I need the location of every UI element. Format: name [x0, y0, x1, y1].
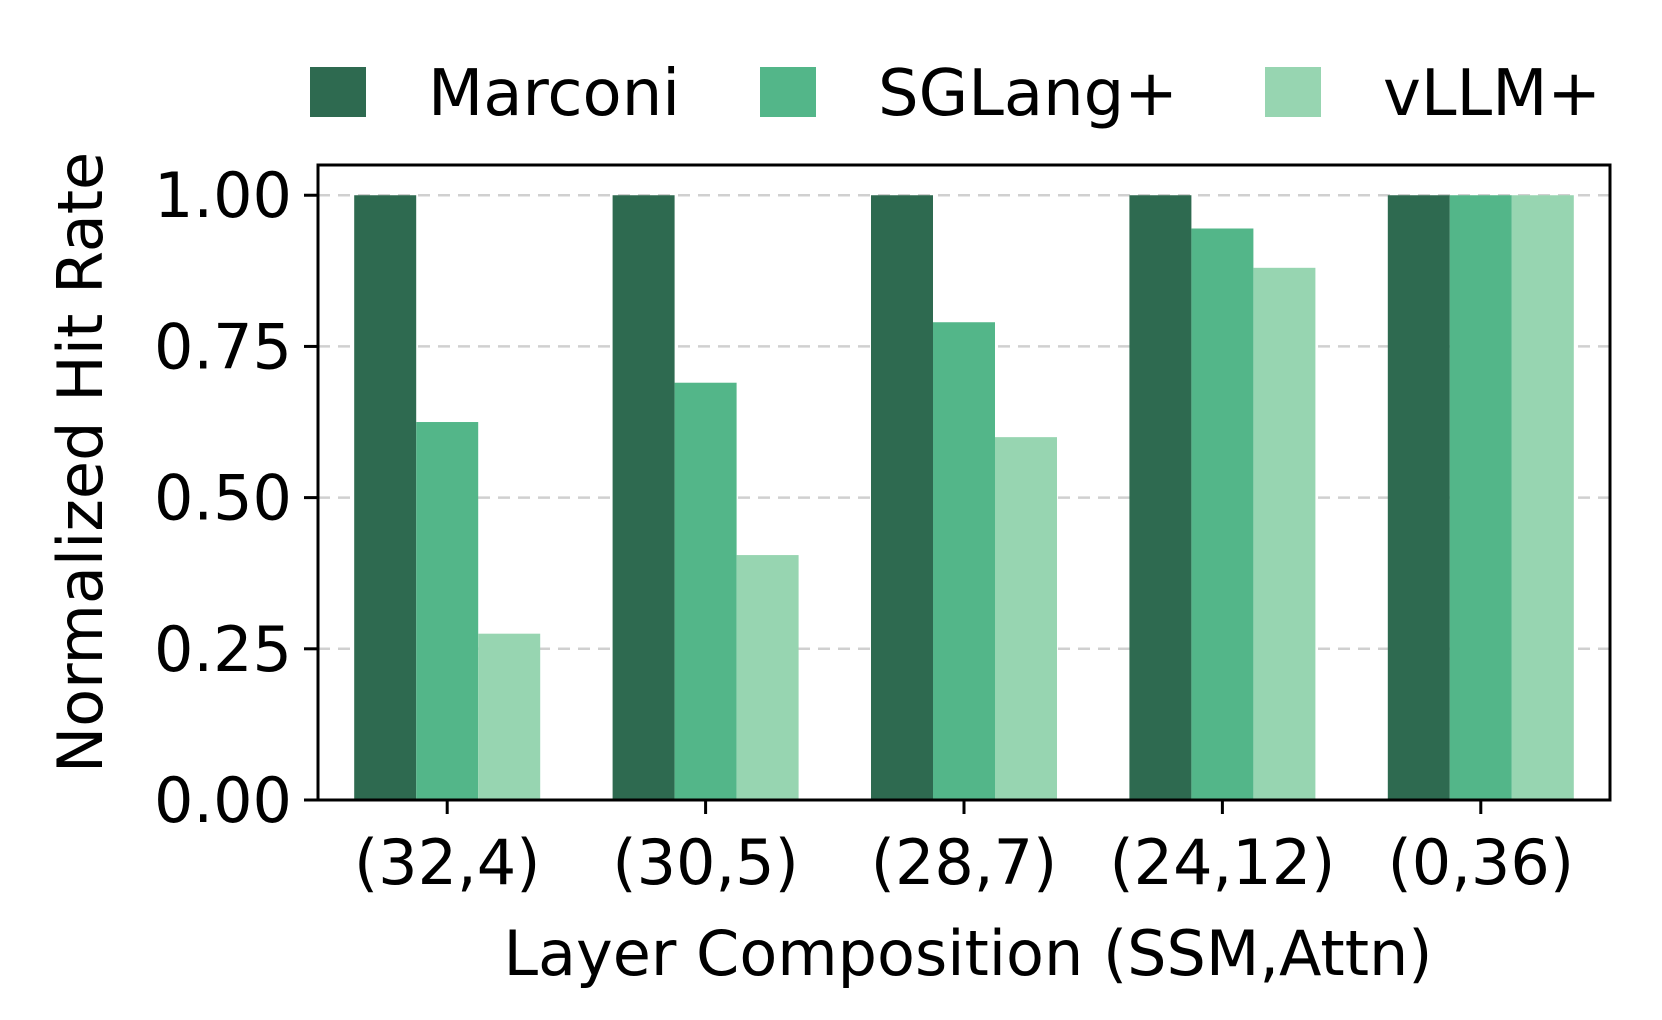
legend-label: Marconi: [428, 57, 680, 131]
y-tick-label: 0.00: [154, 764, 292, 837]
bar-sglang-4: [1449, 195, 1512, 800]
y-tick-label: 1.00: [154, 159, 292, 232]
bar-marconi-1: [612, 195, 675, 800]
bar-sglang-3: [1191, 228, 1254, 800]
bar-sglang-2: [933, 322, 995, 800]
x-tick-label: (28,7): [871, 826, 1057, 899]
bars: [354, 195, 1574, 800]
bar-sglang-1: [674, 382, 737, 800]
x-tick-label: (0,36): [1388, 826, 1574, 899]
legend-swatch: [310, 67, 366, 117]
bar-marconi-2: [871, 195, 933, 800]
y-tick-label: 0.50: [154, 462, 292, 535]
bar-vllm-3: [1253, 267, 1316, 800]
bar-marconi-4: [1387, 195, 1450, 800]
y-tick-label: 0.75: [154, 310, 292, 383]
legend-swatch: [760, 67, 816, 117]
bar-vllm-4: [1511, 195, 1574, 800]
x-axis-ticks: (32,4) (30,5) (28,7) (24,12) (0,36): [354, 800, 1574, 899]
bar-marconi-3: [1129, 195, 1192, 800]
legend-label: SGLang+: [878, 57, 1178, 131]
x-tick-label: (24,12): [1109, 826, 1335, 899]
x-tick-label: (30,5): [612, 826, 798, 899]
legend-swatch: [1265, 67, 1321, 117]
legend-label: vLLM+: [1383, 57, 1601, 131]
y-tick-label: 0.25: [154, 613, 292, 686]
bar-vllm-1: [736, 555, 799, 800]
y-axis-label: Normalized Hit Rate: [44, 152, 117, 773]
bar-vllm-2: [995, 437, 1057, 800]
x-axis-label: Layer Composition (SSM,Attn): [503, 917, 1432, 990]
bar-vllm-0: [478, 633, 541, 800]
bar-marconi-0: [354, 195, 417, 800]
y-axis-ticks: 0.00 0.25 0.50 0.75 1.00: [154, 159, 318, 837]
legend: Marconi SGLang+ vLLM+: [310, 57, 1601, 131]
bar-sglang-0: [416, 422, 479, 800]
x-tick-label: (32,4): [354, 826, 540, 899]
